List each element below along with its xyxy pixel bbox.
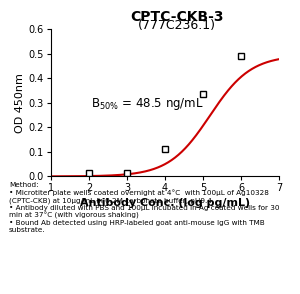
Text: (777C236.1): (777C236.1): [138, 19, 216, 32]
X-axis label: Antibody Conc. (log pg/mL): Antibody Conc. (log pg/mL): [80, 198, 250, 208]
Text: Method:
• Microtiter plate wells coated overnight at 4°C  with 100μL of Ag10328
: Method: • Microtiter plate wells coated …: [9, 182, 280, 233]
Y-axis label: OD 450nm: OD 450nm: [14, 73, 25, 133]
Text: CPTC-CKB-3: CPTC-CKB-3: [130, 10, 224, 24]
Text: B$_{50\%}$ = 48.5 ng/mL: B$_{50\%}$ = 48.5 ng/mL: [91, 96, 204, 112]
